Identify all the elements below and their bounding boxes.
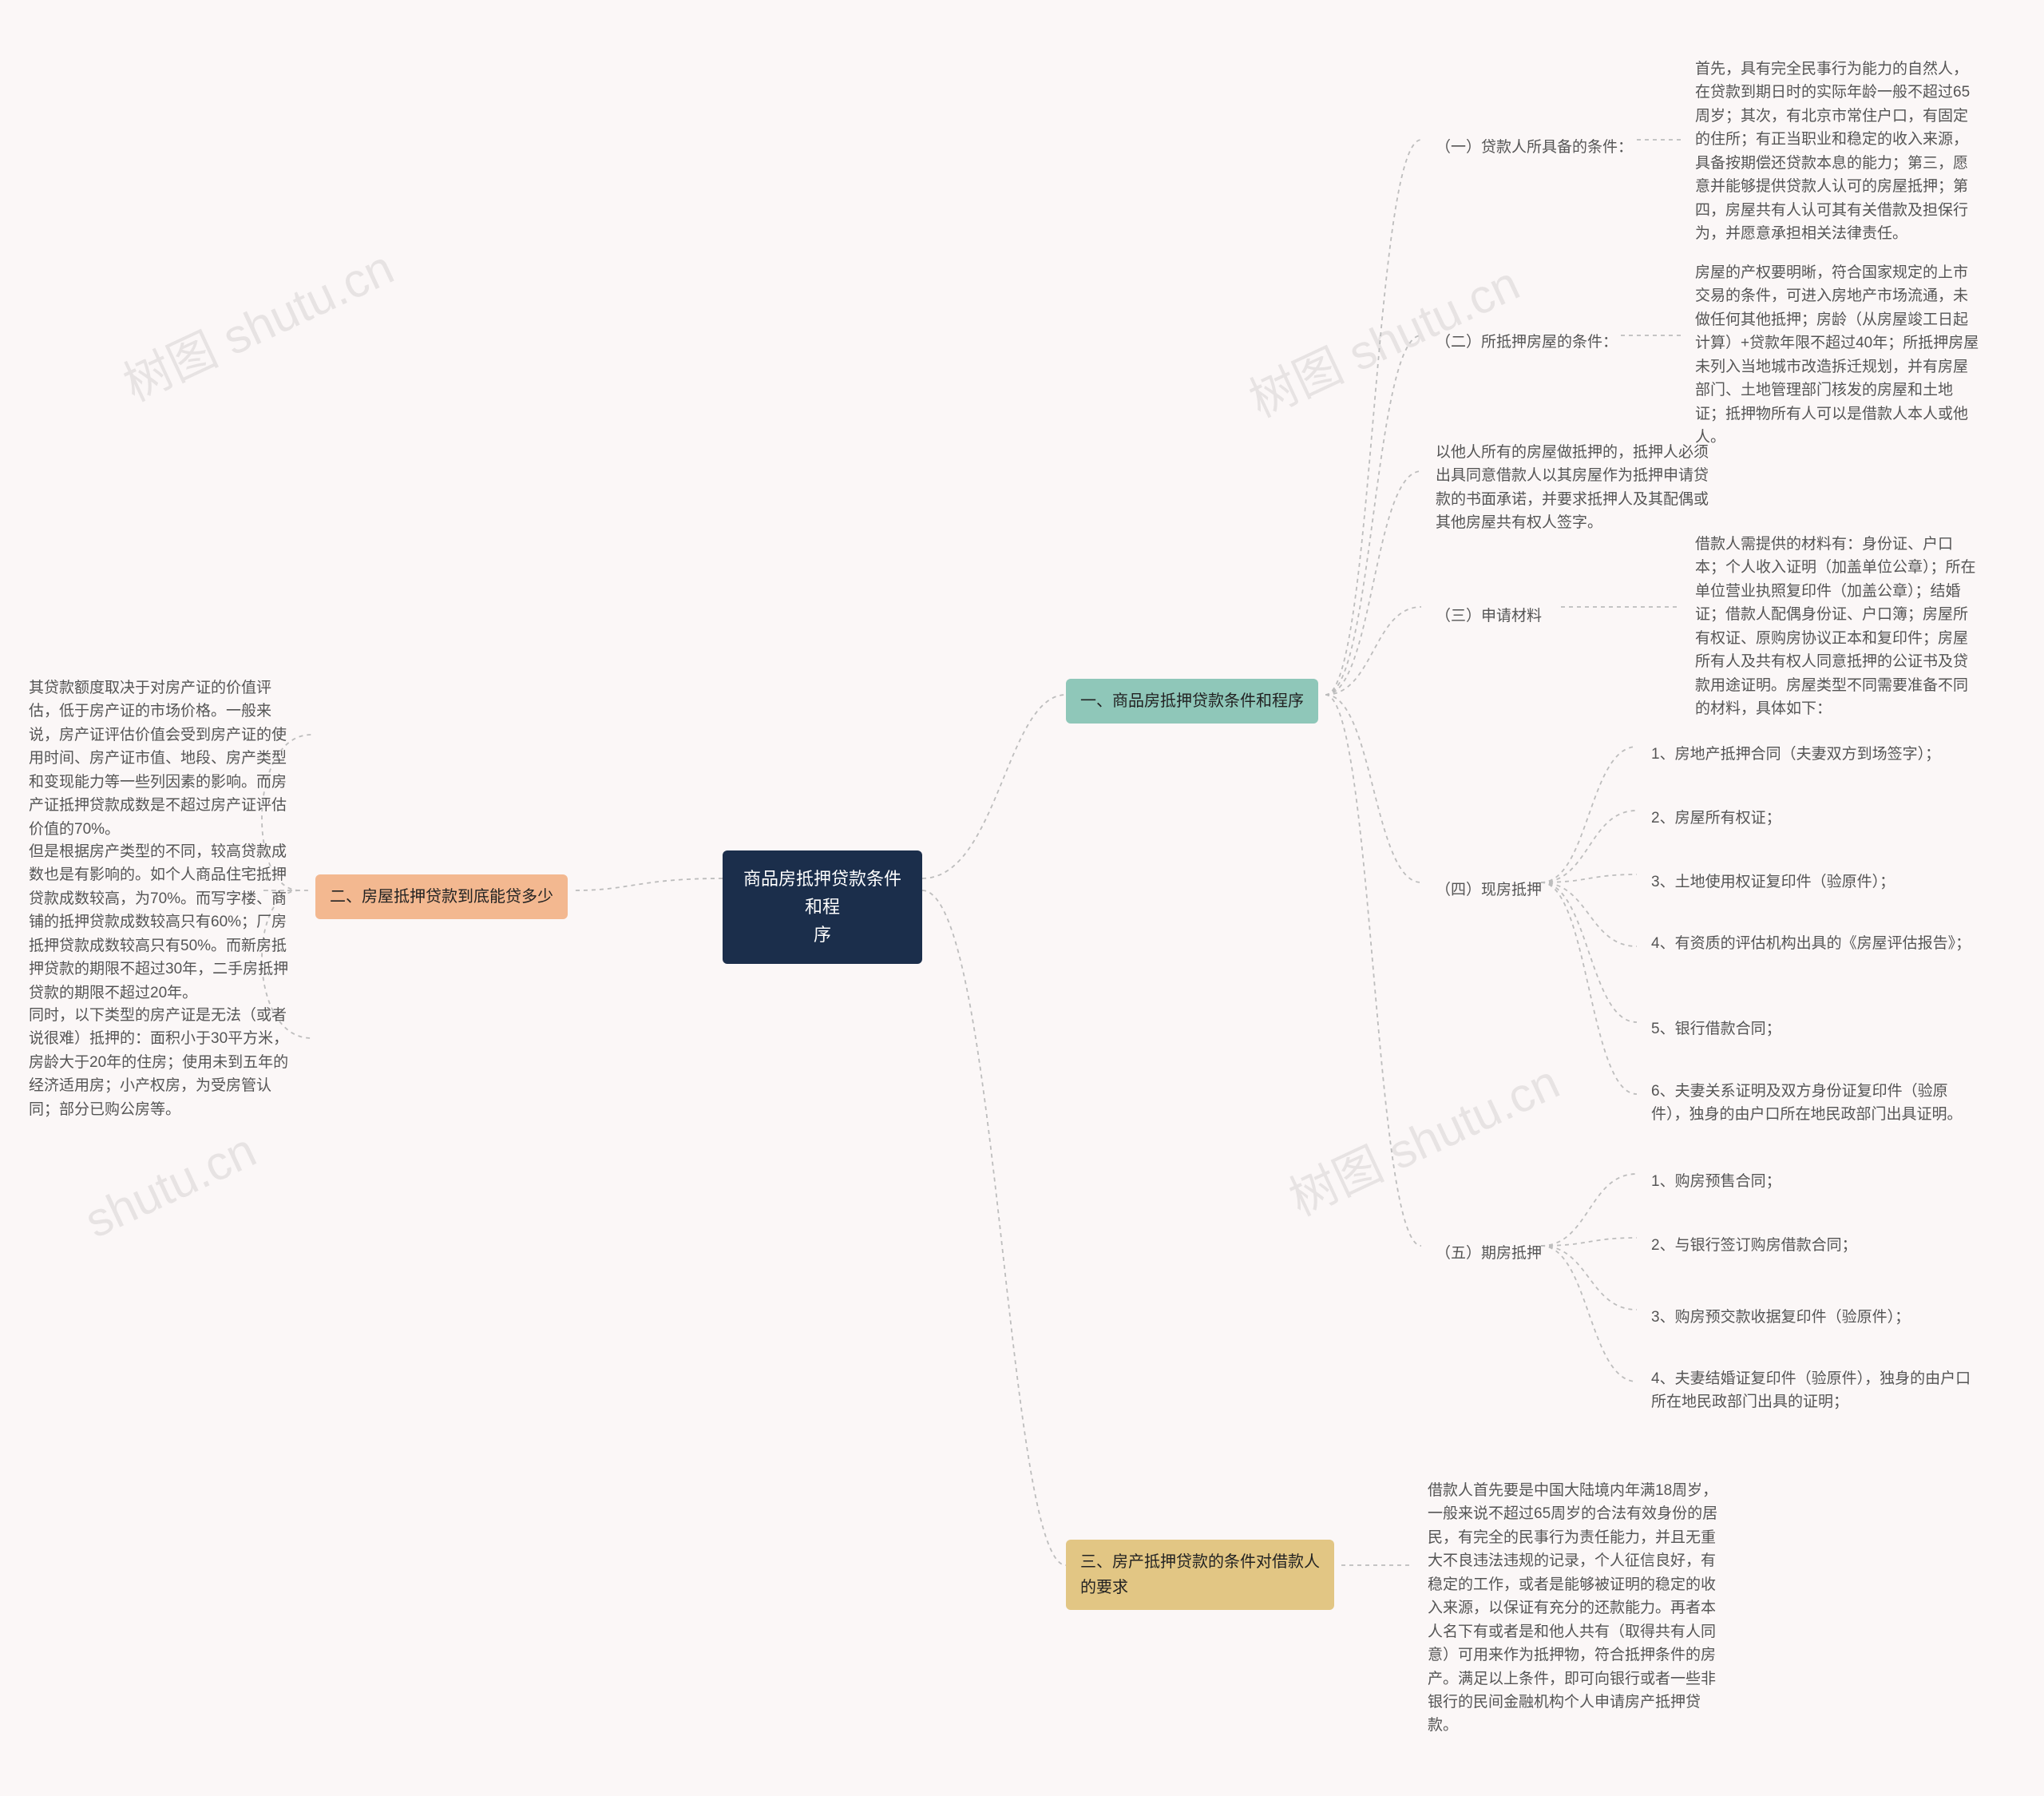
branch1-s5-item-1: 1、购房预售合同；	[1637, 1160, 1796, 1203]
branch-3: 三、房产抵押贷款的条件对借款人的要求	[1066, 1540, 1334, 1610]
branch1-s2-detail: 房屋的产权要明晰，符合国家规定的上市交易的条件，可进入房地产市场流通，未做任何其…	[1681, 252, 1996, 459]
watermark: 树图 shutu.cn	[1277, 1044, 1569, 1229]
branch1-s4-item-4: 4、有资质的评估机构出具的《房屋评估报告》；	[1637, 922, 1985, 965]
branch2-item-1: 其贷款额度取决于对房产证的价值评估，低于房产证的市场价格。一般来说，房产证评估价…	[14, 667, 310, 850]
watermark: 树图 shutu.cn	[111, 229, 403, 414]
branch1-s2-label: （二）所抵押房屋的条件：	[1421, 321, 1632, 363]
branch1-s4-item-5: 5、银行借款合同；	[1637, 1008, 1796, 1050]
branch1-s4-item-6: 6、夫妻关系证明及双方身份证复印件（验原件），独身的由户口所在地民政部门出具证明…	[1637, 1070, 1988, 1136]
watermark: shutu.cn	[77, 1122, 264, 1248]
branch1-s1-label: （一）贷款人所具备的条件：	[1421, 126, 1647, 168]
branch1-s5-label: （五）期房抵押	[1421, 1232, 1556, 1275]
branch1-s3-label: （三）申请材料	[1421, 595, 1556, 637]
branch1-s1-detail: 首先，具有完全民事行为能力的自然人，在贷款到期日时的实际年龄一般不超过65周岁；…	[1681, 48, 1996, 256]
branch2-item-3: 同时，以下类型的房产证是无法（或者说很难）抵押的：面积小于30平方米，房龄大于2…	[14, 994, 310, 1131]
branch1-s4-item-3: 3、土地使用权证复印件（验原件）；	[1637, 861, 1909, 903]
branch1-s4-label: （四）现房抵押	[1421, 869, 1556, 911]
branch-1: 一、商品房抵押贷款条件和程序	[1066, 679, 1318, 724]
branch1-s5-item-3: 3、购房预交款收据复印件（验原件）；	[1637, 1296, 1924, 1338]
branch1-s4-item-1: 1、房地产抵押合同（夫妻双方到场签字）；	[1637, 733, 1955, 775]
branch1-s5-item-4: 4、夫妻结婚证复印件（验原件），独身的由户口所在地民政部门出具的证明；	[1637, 1358, 1988, 1424]
branch2-item-2: 但是根据房产类型的不同，较高贷款成数也是有影响的。如个人商品住宅抵押贷款成数较高…	[14, 831, 310, 1014]
branch-2: 二、房屋抵押贷款到底能贷多少	[315, 874, 568, 919]
branch1-s3-detail: 借款人需提供的材料有：身份证、户口本；个人收入证明（加盖单位公章）；所在单位营业…	[1681, 523, 1996, 731]
branch1-s4-item-2: 2、房屋所有权证；	[1637, 797, 1796, 839]
branch3-detail: 借款人首先要是中国大陆境内年满18周岁，一般来说不超过65周岁的合法有效身份的居…	[1413, 1469, 1737, 1747]
branch1-s5-item-2: 2、与银行签订购房借款合同；	[1637, 1224, 1872, 1267]
root-node: 商品房抵押贷款条件和程序	[723, 850, 922, 964]
